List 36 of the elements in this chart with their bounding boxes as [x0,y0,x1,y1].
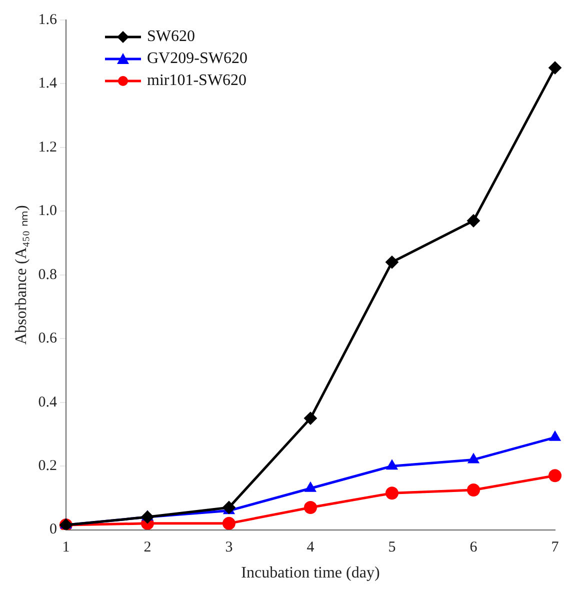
y-tick-label: 1.0 [38,203,57,220]
x-tick-label: 4 [306,540,315,556]
x-tick-label: 7 [551,540,560,556]
y-tick-label: 0.8 [38,266,57,283]
point [385,256,398,269]
y-tick-label: 0.6 [38,330,58,347]
point [222,500,236,514]
y-tick-label: 1.4 [38,76,58,92]
x-axis-title: Incubation time (day) [241,564,380,582]
point [548,469,562,482]
point [549,430,561,441]
point [466,483,480,496]
point [386,460,398,470]
legend-label: GV209-SW620 [147,50,248,68]
point [385,486,398,500]
y-tick-label: 0.2 [38,458,57,474]
x-tick-label: 5 [388,540,396,556]
y-axis-title: Absorbance (A₄₅₀ ₙₘ) [12,205,30,345]
y-tick-label: 0.4 [38,394,58,410]
point [548,61,562,74]
point [468,453,480,464]
y-tick-label: 1.6 [38,12,58,28]
y-tick-label: 1.2 [38,139,57,156]
x-tick-label: 1 [62,540,70,556]
point [304,412,317,425]
point [304,482,316,492]
x-tick-label: 3 [225,540,233,556]
x-tick-label: 6 [470,540,478,556]
legend-label: SW620 [147,28,195,46]
x-tick-label: 2 [144,540,152,556]
point [140,510,154,524]
legend-label: mir101-SW620 [147,72,247,90]
point [466,214,480,228]
point [304,500,317,514]
y-tick-label: 0 [49,522,57,538]
point [222,516,236,530]
